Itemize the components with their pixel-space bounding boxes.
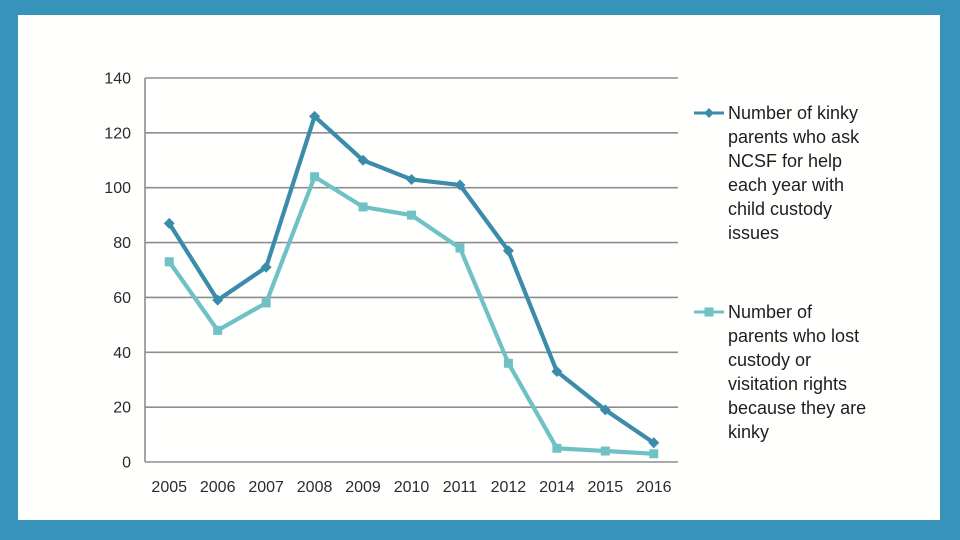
- data-point-diamond-2011: [454, 179, 466, 191]
- x-axis-tick-label: 2014: [539, 479, 575, 496]
- x-axis-tick-label: 2015: [588, 479, 624, 496]
- x-axis-tick-label: 2012: [491, 479, 527, 496]
- data-point-diamond-2005: [163, 217, 175, 229]
- data-point-square-2009: [358, 202, 368, 212]
- y-axis-tick-label: 140: [104, 71, 131, 88]
- data-point-diamond-2010: [406, 173, 417, 185]
- x-axis-tick-label: 2009: [345, 479, 381, 496]
- x-axis-tick-label: 2007: [248, 479, 284, 496]
- legend-item-parents-ask-ncsf: Number of kinky parents who ask NCSF for…: [694, 101, 868, 245]
- legend-key-square: [704, 307, 714, 317]
- y-axis-tick-label: 100: [104, 180, 131, 197]
- data-point-square-2014: [552, 443, 562, 453]
- x-axis-tick-label: 2005: [151, 479, 187, 496]
- data-point-diamond-2016: [648, 437, 660, 449]
- series-line-1: [167, 112, 655, 445]
- y-axis-tick-label: 0: [122, 455, 131, 472]
- data-point-diamond-2008: [309, 110, 321, 122]
- y-axis-tick-label: 20: [113, 400, 131, 417]
- legend-series2-square-icon: [694, 307, 724, 317]
- y-axis-tick-label: 40: [113, 345, 131, 362]
- y-axis-tick-label: 60: [113, 290, 131, 307]
- x-axis-tick-label: 2011: [443, 479, 478, 496]
- x-axis-tick-label: 2016: [636, 479, 672, 496]
- data-point-square-2015: [600, 446, 610, 456]
- y-axis-tick-label: 120: [104, 125, 131, 142]
- legend-series1-diamond-icon: [694, 108, 724, 118]
- legend-key-diamond: [704, 108, 714, 118]
- slide-canvas: 140 120 100 80 60 40 20 0 2005 2006 2007 2008 2009 20…: [18, 15, 940, 520]
- data-point-diamond-2014: [551, 365, 563, 377]
- data-point-square-2007: [261, 298, 271, 308]
- data-point-square-2005: [164, 257, 174, 267]
- data-point-diamond-2012: [502, 245, 514, 257]
- data-point-square-2011: [455, 243, 465, 253]
- legend-item-parents-lost-custody: Number of parents who lost custody or vi…: [694, 300, 868, 444]
- data-point-diamond-2007: [260, 261, 272, 273]
- data-point-square-2016: [649, 449, 659, 459]
- legend-series2-label: Number of parents who lost custody or vi…: [728, 302, 867, 442]
- data-point-diamond-2015: [599, 404, 611, 416]
- data-point-square-2008: [310, 172, 320, 182]
- data-point-diamond-2009: [357, 154, 369, 166]
- line-chart-plot: 140 120 100 80 60 40 20 0 2005 2006 2007 2008 2009 20…: [104, 71, 678, 496]
- y-axis-tick-label: 80: [113, 235, 131, 252]
- data-point-square-2012: [503, 358, 513, 368]
- data-point-square-2010: [407, 210, 416, 220]
- x-axis-tick-label: 2010: [394, 479, 430, 496]
- legend-series1-label: Number of kinky parents who ask NCSF for…: [728, 103, 860, 243]
- data-point-diamond-2006: [212, 294, 224, 306]
- x-axis-tick-label: 2008: [297, 479, 333, 496]
- x-axis-tick-label: 2006: [200, 479, 236, 496]
- data-point-square-2006: [213, 325, 223, 335]
